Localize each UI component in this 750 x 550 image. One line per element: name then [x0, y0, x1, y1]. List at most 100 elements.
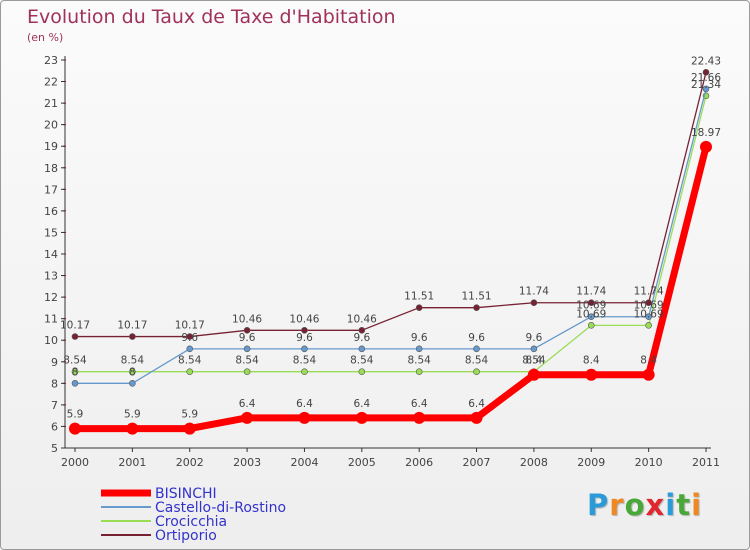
legend-label: BISINCHI	[155, 486, 217, 502]
data-point-ortiporio	[129, 333, 136, 340]
data-label: 22.43	[691, 55, 721, 67]
data-point-ortiporio	[358, 327, 366, 334]
data-point-crocicchia	[71, 368, 79, 375]
data-point-castello-di-rostino	[473, 345, 480, 353]
y-tick-label: 18	[44, 162, 58, 175]
data-label: 8.54	[121, 355, 145, 367]
data-point-crocicchia	[301, 368, 308, 375]
data-label: 8.4	[583, 355, 600, 367]
y-tick-label: 14	[44, 248, 58, 261]
data-label: 11.51	[462, 291, 492, 303]
x-tick-label: 2004	[290, 456, 318, 469]
data-point-ortiporio	[71, 333, 79, 340]
y-tick-label: 5	[51, 442, 58, 455]
data-point-ortiporio	[587, 299, 595, 307]
data-point-bisinchi	[527, 368, 540, 381]
legend-label: Crocicchia	[155, 514, 227, 530]
data-label: 8.4	[526, 355, 543, 367]
y-tick-label: 12	[44, 291, 58, 304]
y-tick-label: 8	[51, 377, 58, 390]
y-tick-label: 10	[44, 334, 58, 347]
y-tick-label: 6	[51, 420, 58, 433]
y-tick-label: 11	[44, 313, 58, 326]
data-label: 9.6	[411, 332, 428, 344]
data-point-ortiporio	[530, 299, 538, 307]
data-labels: 5.9 5.9 5.96.4 6.4 6.4 6.4 6.48.4 8.4 8.418.978 8…	[60, 55, 721, 420]
x-tick-label: 2007	[463, 456, 491, 469]
data-label: 9.6	[526, 332, 543, 344]
data-label: 5.9	[67, 409, 84, 421]
data-label: 21.34	[691, 79, 721, 91]
data-point-crocicchia	[473, 368, 480, 375]
data-point-crocicchia	[587, 322, 595, 329]
x-tick-label: 2002	[176, 456, 204, 469]
logo-letter: P	[587, 488, 610, 522]
y-tick-label: 23	[44, 54, 58, 67]
data-label: 6.4	[353, 398, 370, 410]
data-label: 10.69	[634, 308, 664, 320]
proxiti-logo: Proxiti	[587, 488, 702, 522]
data-label: 8.54	[522, 355, 546, 367]
x-tick-label: 2005	[348, 456, 376, 469]
data-label: 5.9	[124, 409, 141, 421]
data-label: 6.4	[468, 398, 485, 410]
series-line-ortiporio	[74, 71, 707, 338]
data-point-crocicchia	[645, 322, 652, 329]
data-point-bisinchi	[241, 411, 254, 424]
data-label: 21.66	[691, 72, 721, 84]
series-group	[69, 68, 712, 435]
y-axis-unit-label: (en %)	[27, 31, 64, 44]
data-point-bisinchi	[183, 422, 196, 435]
legend-label: Castello-di-Rostino	[155, 500, 286, 516]
data-point-bisinchi	[69, 422, 81, 435]
data-point-bisinchi	[470, 411, 483, 424]
data-label: 10.69	[576, 308, 606, 320]
logo-letter: x	[645, 488, 666, 522]
data-label: 8.54	[63, 355, 87, 367]
data-label: 8.54	[178, 355, 202, 367]
data-point-castello-di-rostino	[530, 345, 538, 353]
x-tick-label: 2003	[233, 456, 261, 469]
data-point-bisinchi	[413, 411, 426, 424]
data-label: 10.17	[60, 320, 90, 332]
y-tick-label: 19	[44, 140, 58, 153]
x-tick-label: 2011	[692, 456, 720, 469]
data-label: 9.6	[296, 332, 313, 344]
x-tick-label: 2008	[520, 456, 548, 469]
x-tick-label: 2000	[61, 456, 89, 469]
data-point-castello-di-rostino	[645, 313, 652, 321]
series-line-bisinchi	[71, 143, 710, 433]
data-label: 10.46	[232, 313, 262, 325]
data-label: 11.51	[404, 291, 434, 303]
y-tick-label: 17	[44, 183, 58, 196]
data-point-crocicchia	[243, 368, 251, 375]
legend: BISINCHICastello-di-RostinoCrocicchiaOrt…	[101, 486, 286, 544]
data-label: 10.17	[175, 320, 205, 332]
data-label: 8	[129, 366, 136, 378]
data-label: 8.54	[465, 355, 489, 367]
x-tick-label: 2006	[405, 456, 433, 469]
data-label: 10.69	[634, 300, 664, 312]
data-point-crocicchia	[186, 368, 194, 375]
data-point-castello-di-rostino	[358, 345, 366, 353]
data-point-castello-di-rostino	[301, 345, 308, 353]
legend-label: Ortiporio	[155, 528, 217, 544]
data-point-castello-di-rostino	[186, 345, 194, 353]
data-point-ortiporio	[186, 333, 194, 340]
x-tick-label: 2001	[118, 456, 146, 469]
data-point-ortiporio	[243, 327, 251, 334]
data-point-castello-di-rostino	[702, 85, 710, 93]
data-point-bisinchi	[298, 411, 311, 424]
data-label: 8.54	[293, 355, 317, 367]
series-line-castello-di-rostino	[74, 88, 707, 384]
chart-title: Evolution du Taux de Taxe d'Habitation	[27, 6, 396, 28]
data-point-bisinchi	[585, 368, 598, 381]
data-point-crocicchia	[129, 368, 136, 375]
data-label: 18.97	[691, 127, 721, 139]
data-label: 8	[72, 366, 79, 378]
data-label: 10.46	[289, 313, 319, 325]
series-line-crocicchia	[74, 95, 707, 373]
data-point-bisinchi	[126, 422, 139, 435]
y-tick-label: 21	[44, 97, 58, 110]
